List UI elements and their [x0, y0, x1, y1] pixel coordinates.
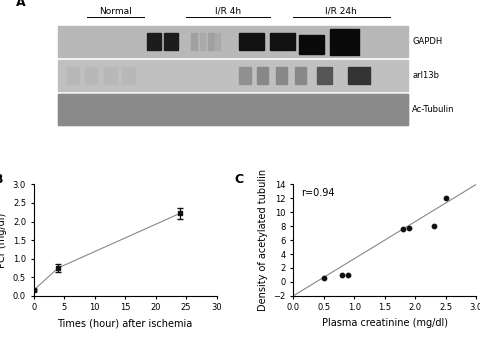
Bar [239, 67, 250, 84]
Bar [299, 35, 323, 54]
Bar [257, 67, 268, 84]
Text: I/R 24h: I/R 24h [324, 7, 356, 15]
Text: I/R 4h: I/R 4h [215, 7, 241, 15]
Y-axis label: Density of acetylated tubulin: Density of acetylated tubulin [257, 169, 267, 311]
Point [405, 226, 412, 231]
Point [398, 226, 406, 232]
Bar [215, 33, 220, 50]
Text: Ac-Tubulin: Ac-Tubulin [411, 105, 454, 114]
Text: B: B [0, 173, 3, 186]
Bar [276, 67, 287, 84]
Bar [347, 67, 369, 84]
Bar [58, 60, 407, 91]
Bar [270, 33, 294, 50]
Text: r=0.94: r=0.94 [300, 187, 334, 197]
Point [319, 275, 327, 280]
X-axis label: Times (hour) after ischemia: Times (hour) after ischemia [57, 318, 192, 328]
Point [344, 272, 351, 278]
Bar [58, 94, 407, 125]
Bar [84, 67, 97, 84]
Bar [316, 67, 332, 84]
Bar [146, 33, 160, 50]
Point [429, 224, 436, 229]
Bar [191, 33, 197, 50]
Text: Normal: Normal [99, 7, 132, 15]
Bar [329, 29, 358, 55]
Text: C: C [234, 173, 243, 186]
Point [441, 196, 449, 201]
Bar [208, 33, 215, 50]
Bar [67, 67, 79, 84]
Bar [164, 33, 178, 50]
Bar [199, 33, 204, 50]
Bar [239, 33, 263, 50]
Bar [58, 94, 407, 125]
Bar [58, 26, 407, 57]
Text: A: A [16, 0, 25, 9]
Bar [122, 67, 134, 84]
X-axis label: Plasma creatinine (mg/dl): Plasma creatinine (mg/dl) [321, 318, 447, 328]
Text: GAPDH: GAPDH [411, 37, 441, 46]
Text: arl13b: arl13b [411, 71, 438, 80]
Y-axis label: PCr (mg/dl): PCr (mg/dl) [0, 213, 7, 268]
Bar [104, 67, 117, 84]
Bar [294, 67, 305, 84]
Point [337, 272, 345, 278]
